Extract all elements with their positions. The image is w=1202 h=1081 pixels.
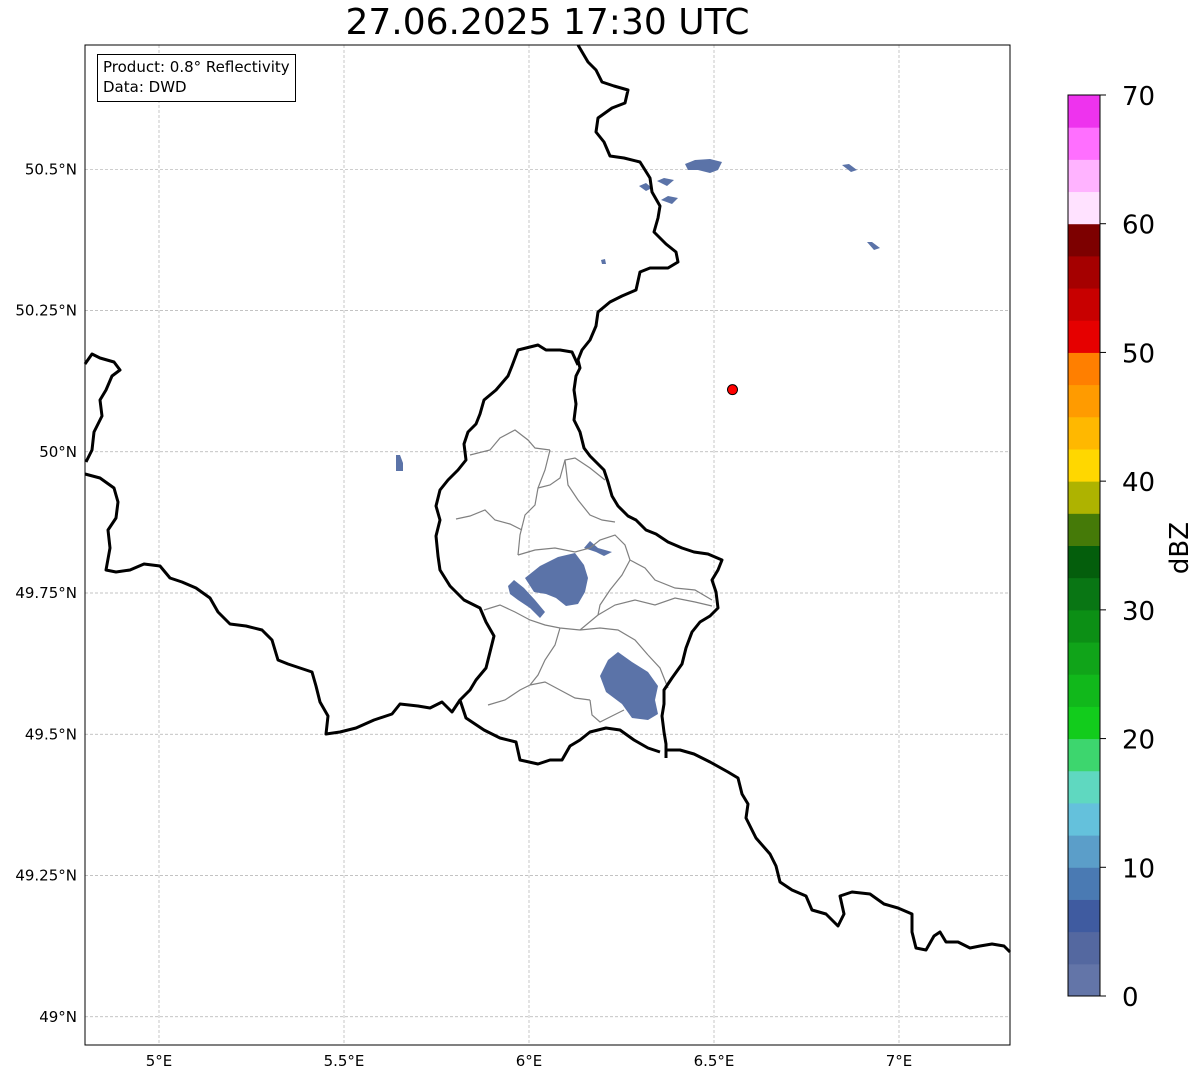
colorbar-segment	[1068, 835, 1100, 868]
product-label: Product: 0.8° Reflectivity	[103, 58, 290, 76]
lat-tick-label: 49.5°N	[25, 725, 77, 743]
colorbar-segment	[1068, 448, 1100, 482]
radar-echoes	[396, 159, 880, 720]
colorbar: 0 10 20 30 40 50 60 70	[1067, 82, 1155, 1013]
colorbar-segment	[1068, 352, 1100, 386]
colorbar-frame	[1067, 94, 1101, 997]
colorbar-segment	[1068, 95, 1100, 128]
map-frame	[84, 44, 1011, 1046]
colorbar-segment	[1068, 513, 1100, 546]
country-borders	[83, 44, 1012, 954]
lon-tick-label: 6.5°E	[694, 1052, 735, 1070]
echo-cell	[685, 159, 722, 173]
colorbar-segment	[1068, 320, 1100, 353]
lat-tick-label: 49°N	[39, 1008, 77, 1026]
colorbar-segment	[1068, 899, 1100, 933]
colorbar-segment	[1068, 191, 1100, 225]
echo-cell	[508, 580, 545, 618]
colorbar-tick-label: 0	[1122, 983, 1139, 1013]
colorbar-tick-label: 20	[1122, 726, 1155, 756]
colorbar-segment	[1068, 609, 1100, 643]
colorbar-segment	[1068, 255, 1100, 289]
colorbar-segment	[1068, 867, 1100, 900]
colorbar-segment	[1068, 416, 1100, 450]
echo-cell	[867, 242, 880, 250]
colorbar-tick-label: 30	[1122, 597, 1155, 627]
echo-cell	[601, 259, 606, 264]
lat-tick-label: 50°N	[39, 443, 77, 461]
colorbar-segment	[1068, 545, 1100, 579]
colorbar-segment	[1068, 802, 1100, 836]
colorbar-tick-label: 50	[1122, 339, 1155, 369]
map-title: 27.06.2025 17:30 UTC	[345, 2, 750, 43]
lat-tick-label: 49.25°N	[15, 867, 77, 885]
colorbar-segment	[1068, 770, 1100, 804]
lat-tick-label: 49.75°N	[15, 584, 77, 602]
colorbar-tick-label: 10	[1122, 854, 1155, 884]
colorbar-segment	[1068, 223, 1100, 257]
echo-cell	[661, 196, 678, 204]
axis-tick-labels: 5°E 5.5°E 6°E 6.5°E 7°E 49°N 49.25°N 49.5°N 49.7…	[15, 160, 912, 1070]
lat-tick-label: 50.5°N	[25, 160, 77, 178]
canton-borders	[455, 429, 713, 723]
echo-cell	[657, 178, 674, 186]
colorbar-segment	[1068, 674, 1100, 707]
lon-tick-label: 6°E	[516, 1052, 543, 1070]
colorbar-segment	[1068, 577, 1100, 611]
colorbar-segment	[1068, 384, 1100, 418]
lon-tick-label: 5.5°E	[324, 1052, 365, 1070]
colorbar-segment	[1068, 127, 1100, 160]
colorbar-segment	[1068, 481, 1100, 514]
colorbar-segment	[1068, 159, 1100, 193]
echo-cell	[600, 652, 658, 720]
colorbar-tick-label: 60	[1122, 211, 1155, 241]
colorbar-segment	[1068, 642, 1100, 675]
colorbar-label: dBZ	[1165, 522, 1195, 574]
echo-cell	[525, 553, 588, 606]
lat-tick-label: 50.25°N	[15, 302, 77, 320]
colorbar-segment	[1068, 288, 1100, 321]
data-source-label: Data: DWD	[103, 78, 187, 96]
colorbar-segment	[1068, 706, 1100, 740]
colorbar-tick-label: 40	[1122, 468, 1155, 498]
radar-site-marker	[727, 384, 738, 396]
echo-cell	[639, 183, 652, 191]
colorbar-tick-label: 70	[1122, 82, 1155, 112]
echo-cell	[842, 164, 857, 172]
lon-tick-label: 7°E	[886, 1052, 913, 1070]
colorbar-segment	[1068, 931, 1100, 965]
lon-tick-label: 5°E	[146, 1052, 173, 1070]
colorbar-segment	[1068, 963, 1100, 997]
colorbar-segment	[1068, 738, 1100, 772]
echo-cell	[584, 541, 612, 556]
product-info-box: Product: 0.8° Reflectivity Data: DWD	[97, 54, 296, 102]
echo-cell	[396, 455, 403, 471]
